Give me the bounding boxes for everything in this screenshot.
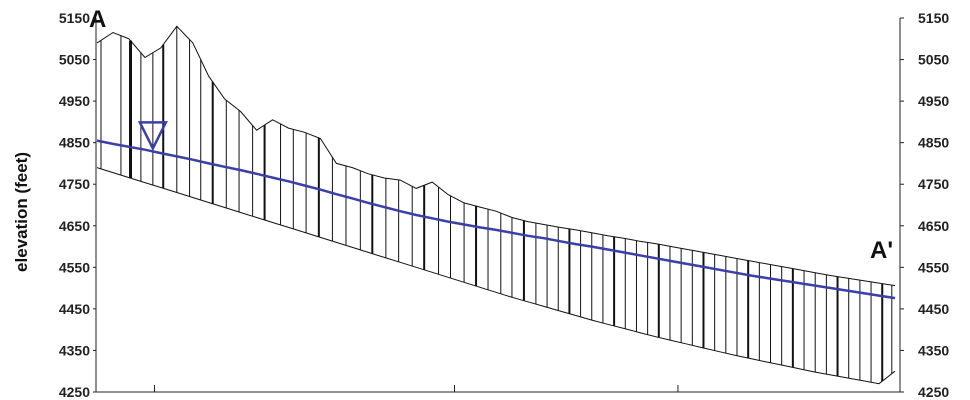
endpoint-label-start: A — [89, 6, 106, 33]
right-tick-label: 4650 — [918, 218, 949, 234]
endpoint-label-end: A' — [870, 237, 893, 264]
right-tick-label: 4450 — [918, 301, 949, 317]
left-tick-label: 4350 — [59, 342, 90, 358]
y-axis-label: elevation (feet) — [12, 152, 31, 272]
right-tick-label: 5150 — [918, 10, 949, 26]
right-tick-label: 4750 — [918, 176, 949, 192]
left-tick-label: 4850 — [59, 135, 90, 151]
left-tick-label: 5150 — [59, 10, 90, 26]
screen-bottom-line — [97, 168, 895, 384]
axes: 4250 4350 4450 4550 4650 4750 4850 4950 5050 5150… — [59, 10, 950, 400]
left-tick-label: 4750 — [59, 176, 90, 192]
well-screens — [101, 26, 892, 382]
left-tick-label: 4250 — [59, 384, 90, 400]
right-tick-labels: 4250 4350 4450 4550 4650 4750 4850 4950 5050 5150 — [900, 10, 949, 400]
left-tick-label: 4550 — [59, 259, 90, 275]
right-tick-label: 4850 — [918, 135, 949, 151]
left-tick-label: 4950 — [59, 93, 90, 109]
right-tick-label: 5050 — [918, 52, 949, 68]
left-tick-label: 4650 — [59, 218, 90, 234]
ground-surface-line — [97, 26, 895, 285]
water-table-line — [97, 141, 895, 299]
right-tick-label: 4950 — [918, 93, 949, 109]
right-tick-label: 4250 — [918, 384, 949, 400]
left-tick-label: 5050 — [59, 52, 90, 68]
right-tick-label: 4350 — [918, 342, 949, 358]
left-tick-label: 4450 — [59, 301, 90, 317]
left-tick-labels: 4250 4350 4450 4550 4650 4750 4850 4950 5050 5150 — [59, 10, 96, 400]
right-tick-label: 4550 — [918, 259, 949, 275]
x-axis-ticks — [154, 385, 677, 392]
